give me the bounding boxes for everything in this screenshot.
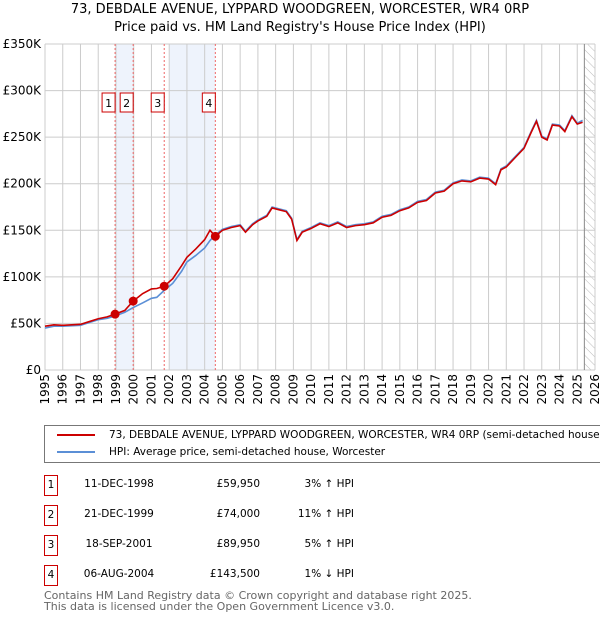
- legend-swatch-blue: [57, 451, 95, 453]
- x-tick-label: 2006: [233, 374, 247, 405]
- property-line: [44, 115, 583, 328]
- x-tick-label: 2008: [269, 374, 283, 405]
- x-tick-label: 2015: [393, 374, 407, 405]
- x-tick-label: 2003: [180, 374, 194, 405]
- y-tick-label: £0: [26, 363, 41, 377]
- x-tick-label: 2000: [127, 374, 141, 405]
- sale-point: [210, 231, 220, 241]
- x-tick-label: 2001: [144, 374, 158, 405]
- x-tick-label: 2002: [162, 374, 176, 405]
- sale-point: [128, 296, 138, 306]
- y-tick-label: £50K: [10, 316, 42, 330]
- row-price: £74,000: [216, 508, 260, 520]
- y-tick-label: £250K: [3, 130, 43, 144]
- x-tick-label: 2020: [482, 374, 496, 405]
- row-hpi: 5% ↑ HPI: [304, 538, 354, 550]
- x-tick-label: 2016: [411, 374, 425, 405]
- x-tick-label: 2013: [357, 374, 371, 405]
- y-tick-label: £350K: [3, 37, 43, 51]
- row-hpi: 3% ↑ HPI: [304, 478, 354, 490]
- sale-label-box: [150, 92, 165, 113]
- row-date: 06-AUG-2004: [83, 568, 155, 580]
- sale-label: 4: [205, 97, 212, 110]
- chart-title: 73, DEBDALE AVENUE, LYPPARD WOODGREEN, W…: [70, 2, 530, 17]
- chart: 1 2 3 4 £0 £50K £100K £150K £200K £250K £300K £350K…: [3, 37, 600, 405]
- x-tick-label: 1998: [91, 374, 105, 405]
- legend-item-hpi: HPI: Average price, semi-detached house,…: [57, 446, 385, 458]
- x-tick-label: 2009: [286, 374, 300, 405]
- forecast-hatch: [584, 44, 595, 370]
- y-tick-label: £300K: [3, 84, 43, 98]
- sale-point: [159, 281, 169, 291]
- x-tick-label: 2007: [251, 374, 265, 405]
- row-date: 18-SEP-2001: [85, 538, 153, 550]
- x-tick-label: 2026: [588, 374, 600, 405]
- sale-label: 2: [123, 97, 130, 110]
- x-tick-label: 2012: [340, 374, 354, 405]
- x-tick-label: 1997: [73, 374, 87, 405]
- legend-swatch-red: [57, 434, 95, 436]
- x-tick-label: 2011: [322, 374, 336, 405]
- x-tick-label: 2014: [375, 374, 389, 405]
- y-tick-label: £200K: [3, 177, 43, 191]
- sale-point: [110, 309, 120, 319]
- legend-label: HPI: Average price, semi-detached house,…: [109, 446, 386, 458]
- x-tick-label: 2022: [517, 374, 531, 405]
- x-tick-label: 2005: [215, 374, 229, 405]
- row-number: 4: [44, 565, 58, 586]
- x-tick-label: 2004: [198, 374, 212, 405]
- row-number: 2: [44, 505, 58, 526]
- row-hpi: 11% ↑ HPI: [297, 508, 354, 520]
- legend: 73, DEBDALE AVENUE, LYPPARD WOODGREEN, W…: [44, 425, 600, 463]
- table-row: 4 06-AUG-2004 £143,500 1% ↓ HPI: [44, 565, 444, 586]
- row-date: 11-DEC-1998: [84, 478, 154, 490]
- row-price: £59,950: [216, 478, 260, 490]
- legend-label: 73, DEBDALE AVENUE, LYPPARD WOODGREEN, W…: [109, 429, 600, 441]
- sale-label: 3: [154, 97, 161, 110]
- table-row: 2 21-DEC-1999 £74,000 11% ↑ HPI: [44, 505, 444, 526]
- y-tick-label: £100K: [3, 270, 43, 284]
- footer-copyright: Contains HM Land Registry data © Crown c…: [44, 589, 472, 602]
- x-tick-label: 2018: [446, 374, 460, 405]
- x-tick-label: 2024: [553, 374, 567, 405]
- table-row: 3 18-SEP-2001 £89,950 5% ↑ HPI: [44, 535, 444, 556]
- x-tick-label: 2017: [428, 374, 442, 405]
- chart-subtitle: Price paid vs. HM Land Registry's House …: [114, 20, 486, 35]
- x-tick-label: 1995: [38, 374, 52, 405]
- x-tick-label: 2019: [464, 374, 478, 405]
- x-tick-label: 1999: [109, 374, 123, 405]
- sale-label-box: [201, 92, 216, 113]
- x-tick-label: 1996: [56, 374, 70, 405]
- shaded-range: [115, 44, 134, 370]
- row-number: 3: [44, 535, 58, 556]
- row-price: £89,950: [216, 538, 260, 550]
- sale-label-box: [101, 92, 116, 113]
- x-tick-label: 2010: [304, 374, 318, 405]
- table-row: 1 11-DEC-1998 £59,950 3% ↑ HPI: [44, 475, 444, 496]
- row-number: 1: [44, 475, 58, 496]
- row-hpi: 1% ↓ HPI: [304, 568, 354, 580]
- footer-licence: This data is licensed under the Open Gov…: [44, 600, 395, 613]
- row-price: £143,500: [209, 568, 260, 580]
- sale-label-box: [119, 92, 134, 113]
- x-tick-label: 2023: [535, 374, 549, 405]
- x-tick-label: 2021: [499, 374, 513, 405]
- row-date: 21-DEC-1999: [84, 508, 154, 520]
- footer: Contains HM Land Registry data © Crown c…: [44, 590, 472, 612]
- sale-label: 1: [105, 97, 112, 110]
- y-tick-label: £150K: [3, 223, 43, 237]
- legend-item-property: 73, DEBDALE AVENUE, LYPPARD WOODGREEN, W…: [57, 429, 600, 441]
- x-tick-label: 2025: [570, 374, 584, 405]
